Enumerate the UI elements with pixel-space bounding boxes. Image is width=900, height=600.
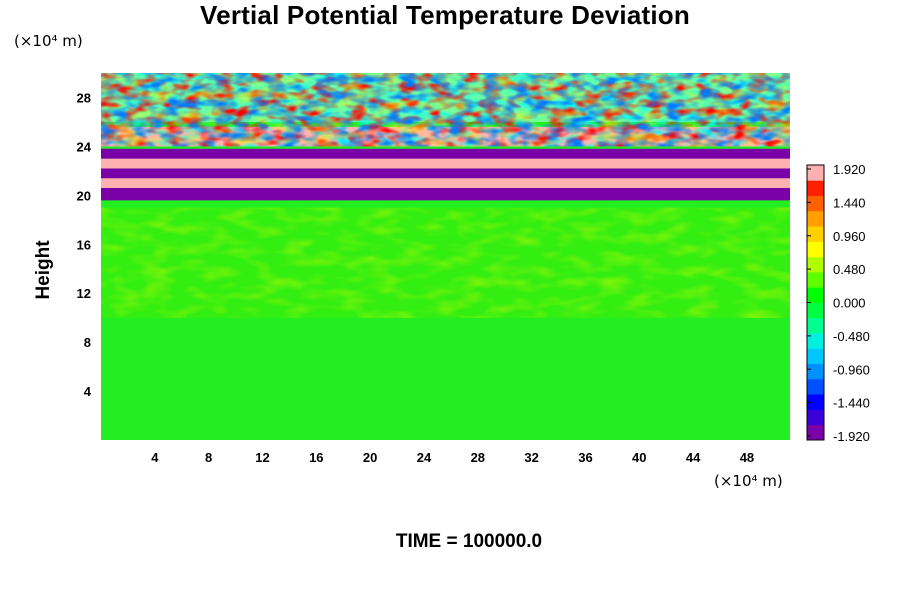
colorbar-swatch	[807, 424, 824, 441]
wave-texture-yellow	[101, 73, 790, 147]
x-tick-label: 20	[363, 450, 377, 465]
y-tick-label: 12	[77, 286, 91, 301]
y-tick-label: 8	[84, 335, 91, 350]
colorbar-swatch	[807, 378, 824, 395]
stripe-2	[101, 168, 790, 179]
chart-title: Vertial Potential Temperature Deviation	[200, 0, 690, 30]
colorbar-label: -0.480	[833, 329, 870, 344]
colorbar-label: 0.000	[833, 296, 866, 311]
x-tick-label: 44	[686, 450, 701, 465]
x-tick-label: 36	[578, 450, 592, 465]
x-tick-label: 28	[471, 450, 485, 465]
colorbar-swatch	[807, 165, 824, 181]
y-tick-label: 4	[84, 384, 92, 399]
colorbar-swatch	[807, 256, 824, 273]
colorbar-label: 1.440	[833, 195, 866, 210]
colorbar-label: 0.960	[833, 229, 866, 244]
colorbar-swatch	[807, 271, 824, 288]
colorbar-swatch	[807, 195, 824, 212]
x-tick-label: 32	[524, 450, 538, 465]
stripe-4	[101, 148, 790, 159]
x-tick-label: 48	[740, 450, 754, 465]
stripe-3	[101, 158, 790, 169]
stripe-1	[101, 178, 790, 188]
colorbar-label: -1.440	[833, 396, 870, 411]
colorbar-swatch	[807, 180, 824, 196]
colorbar-swatch	[807, 409, 824, 426]
colorbar-swatch	[807, 363, 824, 380]
colorbar-label: 0.480	[833, 262, 866, 277]
x-tick-label: 16	[309, 450, 323, 465]
y-tick-label: 16	[77, 237, 91, 252]
x-tick-label: 8	[205, 450, 212, 465]
colorbar-swatch	[807, 287, 824, 303]
y-tick-label: 28	[77, 90, 91, 105]
y-tick-label: 24	[77, 139, 92, 154]
colorbar-swatch	[807, 348, 824, 365]
x-axis-unit: (×10⁴ m)	[714, 472, 783, 490]
colorbar-label: 1.920	[833, 162, 866, 177]
colorbar-swatch	[807, 210, 824, 227]
y-axis-unit: (×10⁴ m)	[14, 32, 83, 50]
x-tick-label: 4	[151, 450, 159, 465]
colorbar-swatch	[807, 302, 824, 319]
x-tick-label: 40	[632, 450, 646, 465]
y-tick-label: 20	[77, 188, 91, 203]
colorbar-swatch	[807, 317, 824, 334]
colorbar-swatch	[807, 394, 824, 410]
colorbar: 1.920 1.440 0.960 0.480 0.000 -0.480 -0.960 -1.…	[806, 162, 870, 444]
x-tick-label: 12	[255, 450, 269, 465]
colorbar-swatch	[807, 226, 824, 242]
mid-texture	[101, 207, 790, 318]
x-tick-label: 24	[417, 450, 432, 465]
colorbar-label: -0.960	[833, 362, 870, 377]
time-label: TIME = 100000.0	[395, 531, 543, 552]
colorbar-label: -1.920	[833, 429, 870, 444]
colorbar-swatch	[807, 333, 824, 349]
colorbar-swatch	[807, 241, 824, 258]
band-0	[101, 317, 790, 440]
stripe-0	[101, 187, 790, 201]
